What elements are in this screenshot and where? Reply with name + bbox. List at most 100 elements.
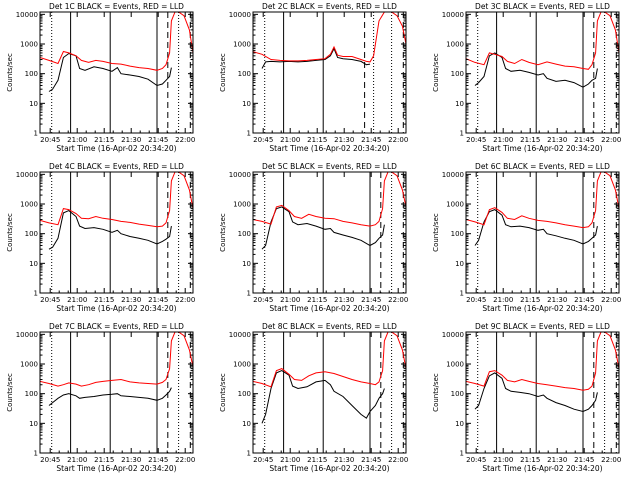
x-tick-label: 21:15: [94, 296, 114, 304]
x-tick-label: 21:45: [148, 296, 168, 304]
chart-panel-8: Det 8C BLACK = Events, RED = LLD 1 10 100 10…: [219, 322, 408, 473]
y-axis-label: Counts/sec: [219, 213, 227, 252]
x-tick-label: 21:15: [520, 456, 540, 464]
events-series-line: [48, 387, 172, 406]
y-tick-label: 10000: [442, 171, 464, 179]
panel-title: Det 5C BLACK = Events, RED = LLD: [262, 162, 397, 171]
events-series-line: [261, 47, 371, 69]
x-axis-label: Start Time (16-Apr-02 20:34:20): [269, 144, 389, 153]
x-tick-label: 20:45: [40, 136, 60, 144]
x-tick-label: 22:00: [175, 456, 195, 464]
y-axis-label: Counts/sec: [6, 213, 14, 252]
x-tick-label: 22:00: [388, 296, 408, 304]
x-tick-label: 21:00: [280, 296, 300, 304]
lld-series-line: [253, 172, 406, 227]
x-tick-label: 21:30: [334, 296, 354, 304]
y-axis-label: Counts/sec: [219, 373, 227, 412]
events-series-line: [48, 52, 172, 92]
x-tick-label: 22:00: [601, 456, 621, 464]
lld-series-line: [253, 12, 406, 63]
y-tick-label: 10: [455, 420, 464, 428]
x-tick-label: 21:30: [121, 136, 141, 144]
panel-title: Det 1C BLACK = Events, RED = LLD: [49, 2, 184, 11]
plot-frame: [465, 331, 620, 454]
y-tick-label: 10: [242, 100, 251, 108]
chart-panel-7: Det 7C BLACK = Events, RED = LLD 1 10 100 10…: [6, 322, 195, 473]
x-tick-label: 21:45: [148, 136, 168, 144]
x-tick-label: 21:45: [361, 296, 381, 304]
y-tick-label: 1: [34, 130, 38, 138]
plot-frame: [39, 11, 194, 134]
y-tick-label: 10: [29, 100, 38, 108]
x-axis-label: Start Time (16-Apr-02 20:34:20): [482, 464, 602, 473]
plot-frame: [39, 171, 194, 294]
y-axis-label: Counts/sec: [6, 53, 14, 92]
lld-series-line: [253, 332, 406, 388]
x-tick-label: 20:45: [253, 456, 273, 464]
x-tick-label: 21:15: [520, 296, 540, 304]
y-tick-label: 1: [460, 290, 464, 298]
chart-panel-9: Det 9C BLACK = Events, RED = LLD 1 10 100 10…: [432, 322, 621, 473]
y-tick-label: 100: [451, 70, 464, 78]
x-tick-label: 21:30: [334, 456, 354, 464]
events-series-line: [474, 372, 598, 413]
x-tick-label: 20:45: [253, 136, 273, 144]
x-tick-label: 21:15: [307, 456, 327, 464]
x-axis-label: Start Time (16-Apr-02 20:34:20): [56, 464, 176, 473]
x-tick-label: 21:15: [94, 136, 114, 144]
y-tick-label: 100: [238, 70, 251, 78]
y-tick-label: 1000: [20, 41, 38, 49]
y-tick-label: 100: [238, 390, 251, 398]
x-tick-label: 22:00: [388, 456, 408, 464]
events-series-line: [261, 370, 385, 424]
y-tick-label: 100: [451, 390, 464, 398]
y-tick-label: 1: [460, 450, 464, 458]
plot-frame: [252, 11, 407, 134]
y-tick-label: 1: [460, 130, 464, 138]
y-tick-label: 10000: [229, 11, 251, 19]
plot-frame: [252, 331, 407, 454]
y-tick-label: 1: [247, 130, 251, 138]
chart-panel-2: Det 2C BLACK = Events, RED = LLD 1 10 100 10…: [219, 2, 408, 153]
panel-title: Det 2C BLACK = Events, RED = LLD: [262, 2, 397, 11]
y-tick-label: 1000: [233, 201, 251, 209]
panel-title: Det 7C BLACK = Events, RED = LLD: [49, 322, 184, 331]
chart-panel-4: Det 4C BLACK = Events, RED = LLD 1 10 100 10…: [6, 162, 195, 313]
y-tick-label: 1000: [446, 201, 464, 209]
panel-title: Det 3C BLACK = Events, RED = LLD: [475, 2, 610, 11]
lld-series-line: [466, 172, 619, 229]
chart-panel-5: Det 5C BLACK = Events, RED = LLD 1 10 100 10…: [219, 162, 408, 313]
plot-frame: [39, 331, 194, 454]
lld-series-line: [40, 12, 193, 71]
x-tick-label: 20:45: [40, 456, 60, 464]
x-tick-label: 21:00: [67, 136, 87, 144]
y-tick-label: 100: [25, 230, 38, 238]
y-axis-label: Counts/sec: [219, 53, 227, 92]
y-tick-label: 1000: [20, 201, 38, 209]
y-tick-label: 1: [247, 450, 251, 458]
x-tick-label: 21:00: [493, 456, 513, 464]
y-tick-label: 1: [247, 290, 251, 298]
y-tick-label: 10: [29, 260, 38, 268]
events-series-line: [261, 206, 385, 250]
x-tick-label: 22:00: [601, 296, 621, 304]
plot-frame: [252, 171, 407, 294]
x-axis-label: Start Time (16-Apr-02 20:34:20): [482, 144, 602, 153]
panel-title: Det 6C BLACK = Events, RED = LLD: [475, 162, 610, 171]
x-tick-label: 21:45: [148, 456, 168, 464]
y-axis-label: Counts/sec: [432, 213, 440, 252]
x-tick-label: 21:30: [547, 456, 567, 464]
x-tick-label: 21:15: [307, 136, 327, 144]
y-tick-label: 100: [238, 230, 251, 238]
chart-panel-1: Det 1C BLACK = Events, RED = LLD 1 10 100 10…: [6, 2, 195, 153]
x-tick-label: 21:15: [520, 136, 540, 144]
x-tick-label: 20:45: [466, 136, 486, 144]
lld-series-line: [466, 332, 619, 391]
y-tick-label: 100: [451, 230, 464, 238]
events-series-line: [474, 52, 598, 88]
panel-title: Det 8C BLACK = Events, RED = LLD: [262, 322, 397, 331]
x-axis-label: Start Time (16-Apr-02 20:34:20): [269, 304, 389, 313]
x-tick-label: 21:00: [280, 136, 300, 144]
y-tick-label: 10000: [16, 11, 38, 19]
